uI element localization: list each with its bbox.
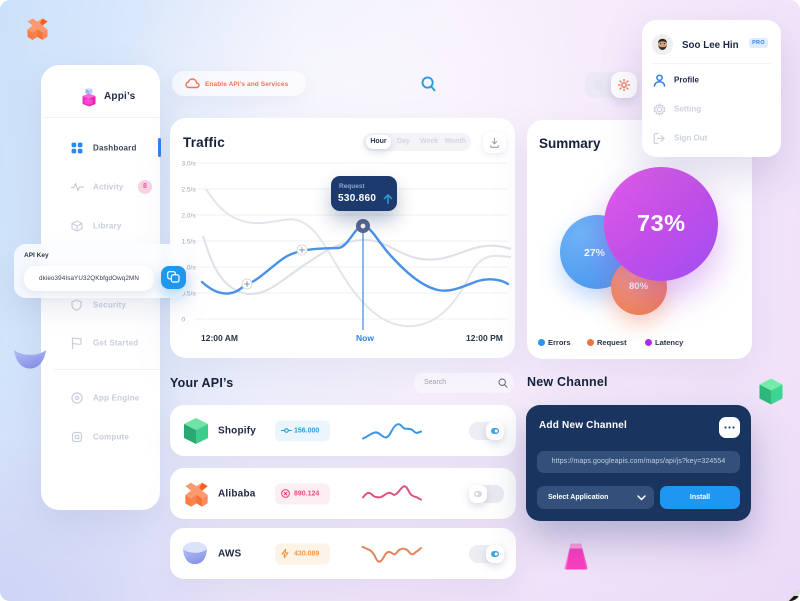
svg-text:2.0/s: 2.0/s: [182, 213, 197, 220]
svg-text:3.0/s: 3.0/s: [182, 161, 197, 168]
svg-text:1.0/s: 1.0/s: [182, 265, 197, 272]
svg-text:0: 0: [182, 317, 186, 324]
svg-text:1.5/s: 1.5/s: [182, 239, 197, 246]
svg-text:0.5/s: 0.5/s: [182, 291, 197, 298]
svg-text:2.5/s: 2.5/s: [182, 187, 197, 194]
